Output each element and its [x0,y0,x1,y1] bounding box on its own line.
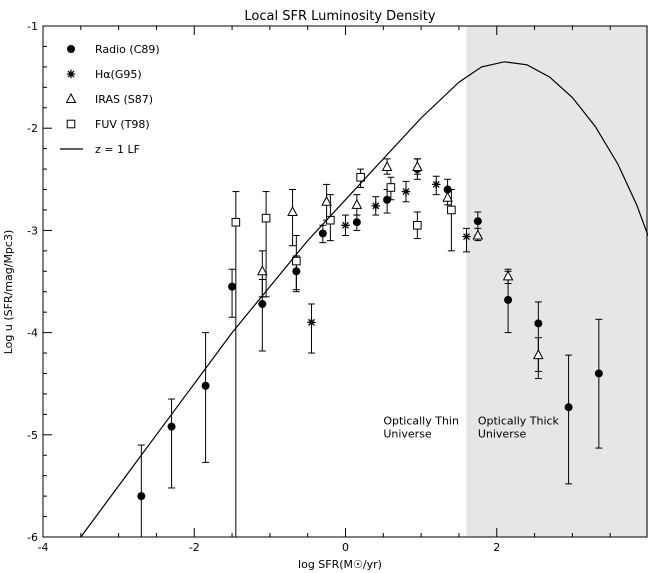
data-point-open-triangle [287,205,298,217]
legend-asterisk-icon [66,69,76,79]
data-point-filled-circle [473,217,482,226]
series-open-triangle [256,158,544,380]
data-point-open-square [356,172,365,182]
data-point-filled-circle [504,295,513,304]
data-point-open-triangle [472,229,484,240]
data-point-open-triangle [442,191,453,202]
data-point-filled-circle [534,319,543,328]
data-point-open-square [231,217,241,227]
data-point-open-triangle [256,265,268,276]
legend-label: FUV (T98) [95,118,150,131]
y-tick-label: -2 [27,122,38,135]
shaded-region [466,26,648,537]
x-tick-label: -4 [38,541,49,554]
data-point-filled-circle [352,218,361,227]
legend: Radio (C89) Hα(G95) IRAS (S87) FUV (T98) z =… [60,43,160,156]
data-point-open-triangle [502,270,514,281]
data-point-open-square [292,256,301,266]
y-tick-label: -1 [27,20,38,33]
x-tick-label: 0 [342,541,349,554]
legend-filled-circle-icon [67,45,75,53]
legend-label: z = 1 LF [95,143,140,156]
data-point-filled-circle [167,422,176,431]
series-asterisk [307,175,471,354]
data-point-asterisk [307,318,316,327]
y-tick-label: -3 [27,224,38,237]
data-point-filled-circle [318,229,327,238]
axis-ticks: -4 -2 0 2 -6 -5 -4 -3 -2 -1 [27,20,611,554]
data-point-asterisk [401,187,411,196]
y-axis-label: Log u (SFR/mag/Mpc3) [2,230,15,355]
data-point-filled-circle [564,403,573,412]
data-point-open-square [386,183,396,192]
legend-label: IRAS (S87) [95,93,153,106]
data-point-open-square [261,213,271,223]
legend-label: Hα(G95) [95,68,142,81]
data-point-asterisk [371,201,380,211]
model-curve-line [80,61,648,538]
data-point-open-triangle [412,160,423,172]
data-point-open-triangle [351,198,363,209]
annotation-text: Universe [383,428,432,441]
y-tick-label: -5 [27,429,38,442]
x-tick-label: 2 [493,541,500,554]
x-axis-label: log SFR(M☉/yr) [298,558,382,571]
annotation-text: Optically Thin [383,415,459,428]
data-point-asterisk [462,232,471,241]
data-point-filled-circle [594,369,603,378]
data-point-asterisk [432,180,441,189]
x-tick-label: -2 [189,541,200,554]
y-tick-label: -6 [27,531,38,544]
data-point-open-square [326,215,335,225]
legend-label: Radio (C89) [95,43,160,56]
legend-open-square-icon [66,119,76,129]
chart-title: Local SFR Luminosity Density [244,9,435,24]
data-point-open-triangle [381,160,393,172]
data-point-filled-circle [137,492,146,501]
data-point-open-square [447,205,456,215]
data-point-open-triangle [533,349,544,360]
data-point-filled-circle [228,282,237,291]
data-point-filled-circle [383,195,392,204]
legend-open-triangle-icon [65,92,77,103]
annotation-text: Optically Thick [478,415,560,428]
plot-area [80,61,648,538]
data-point-filled-circle [258,299,267,308]
series-open-square [231,168,456,537]
data-point-open-square [413,220,422,230]
y-tick-label: -4 [27,327,38,340]
data-point-open-triangle [321,195,332,206]
data-point-filled-circle [201,381,210,390]
annotation-text: Universe [478,428,527,441]
series-line [80,61,648,538]
data-point-asterisk [341,221,350,230]
